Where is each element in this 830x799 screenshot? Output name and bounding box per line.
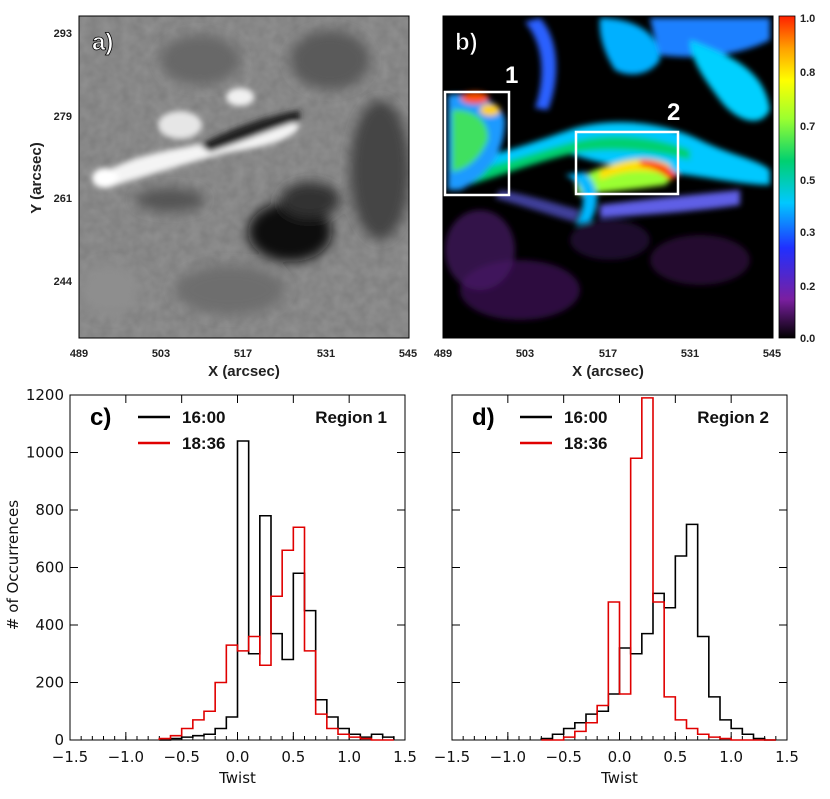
panel-b-xtick: 517 [599, 348, 617, 360]
x-tick-label: 1.5 [393, 748, 417, 766]
colorbar-tick: 0.3 [800, 227, 815, 239]
x-tick-label: −0.5 [163, 748, 199, 766]
series-1836-line [541, 397, 776, 741]
region-2-box-label: 2 [667, 99, 680, 126]
panel-a-xticks: 489 503 517 531 545 [70, 348, 417, 360]
x-tick-label: 0.5 [663, 748, 687, 766]
region-1-box-label: 1 [505, 62, 518, 89]
panel-a-ytick: 261 [54, 193, 72, 205]
histogram-region-2: −1.5 −1.0 −0.5 0.0 0.5 1.0 1.5 Twist d) 16:00 18:3… [434, 394, 799, 787]
panel-a-xlabel: X (arcsec) [208, 363, 280, 380]
colorbar: 1.0 0.8 0.7 0.5 0.3 0.2 0.0 [778, 13, 815, 345]
y-tick-label: 800 [35, 501, 64, 519]
colorbar-tick: 0.0 [800, 333, 815, 345]
region-label: Region 1 [315, 408, 387, 427]
legend-label: 16:00 [182, 408, 225, 427]
twist-map-panel: 1 2 b) 489 503 517 531 545 X (arcsec) 1.… [434, 13, 815, 380]
colorbar-tick: 0.7 [800, 121, 815, 133]
series-1836-line [158, 526, 394, 741]
panel-a-ylabel: Y (arcsec) [28, 142, 45, 213]
legend-label: 18:36 [182, 434, 225, 453]
series-1600-line [540, 523, 776, 741]
x-tick-label: 1.5 [775, 748, 799, 766]
panel-a-ytick: 244 [54, 276, 73, 288]
magnetogram-panel: a) 293 279 261 244 489 503 517 531 545 X… [28, 15, 417, 380]
panel-a-ytick: 279 [54, 111, 72, 123]
panel-label: d) [472, 404, 495, 431]
panel-b-xtick: 545 [763, 348, 781, 360]
colorbar-gradient [778, 15, 796, 339]
panel-label: c) [90, 404, 111, 431]
x-tick-label: −0.5 [545, 748, 581, 766]
panel-b-label: b) [455, 29, 478, 56]
x-tick-label: 0.5 [281, 748, 305, 766]
x-tick-label: −1.0 [490, 748, 526, 766]
series-1600-line [159, 440, 395, 741]
colorbar-tick: 0.2 [800, 281, 815, 293]
x-tick-label: −1.0 [108, 748, 144, 766]
x-tick-label: 0.0 [226, 748, 250, 766]
y-tick-label: 600 [35, 559, 64, 577]
panel-a-xtick: 531 [317, 348, 335, 360]
legend-label: 18:36 [564, 434, 607, 453]
histogram-ylabel: # of Occurrences [4, 500, 22, 630]
panel-a-yticks: 293 279 261 244 [54, 28, 73, 288]
panel-a-xtick: 503 [152, 348, 170, 360]
y-tick-label: 0 [54, 731, 64, 749]
colorbar-tick: 1.0 [800, 13, 815, 25]
x-tick-label: 0.0 [608, 748, 632, 766]
x-tick-label: −1.5 [434, 748, 470, 766]
panel-a-xtick: 545 [399, 348, 417, 360]
panel-b-xtick: 531 [681, 348, 699, 360]
x-axis-label: Twist [218, 769, 256, 787]
x-tick-label: −1.5 [52, 748, 88, 766]
panel-a-label: a) [92, 29, 113, 56]
panel-a-xtick: 517 [234, 348, 252, 360]
panel-b-xtick: 489 [434, 348, 452, 360]
panel-b-xtick: 503 [516, 348, 534, 360]
y-tick-label: 400 [35, 616, 64, 634]
x-tick-label: 1.0 [719, 748, 743, 766]
y-tick-label: 1000 [26, 444, 64, 462]
region-label: Region 2 [697, 408, 769, 427]
x-axis-label: Twist [600, 769, 638, 787]
panel-b-xlabel: X (arcsec) [572, 363, 644, 380]
y-tick-label: 200 [35, 674, 64, 692]
panel-a-ytick: 293 [54, 28, 72, 40]
panel-b-xticks: 489 503 517 531 545 [434, 348, 781, 360]
histogram-region-1: −1.5 −1.0 −0.5 0.0 0.5 1.0 1.5 0 200 400 600 800 100… [26, 386, 417, 787]
panel-a-xtick: 489 [70, 348, 88, 360]
legend-label: 16:00 [564, 408, 607, 427]
colorbar-tick: 0.5 [800, 175, 815, 187]
region-1-box [443, 90, 511, 197]
y-tick-label: 1200 [26, 386, 64, 404]
region-2-box [574, 130, 680, 196]
colorbar-tick: 0.8 [800, 67, 815, 79]
x-tick-label: 1.0 [337, 748, 361, 766]
